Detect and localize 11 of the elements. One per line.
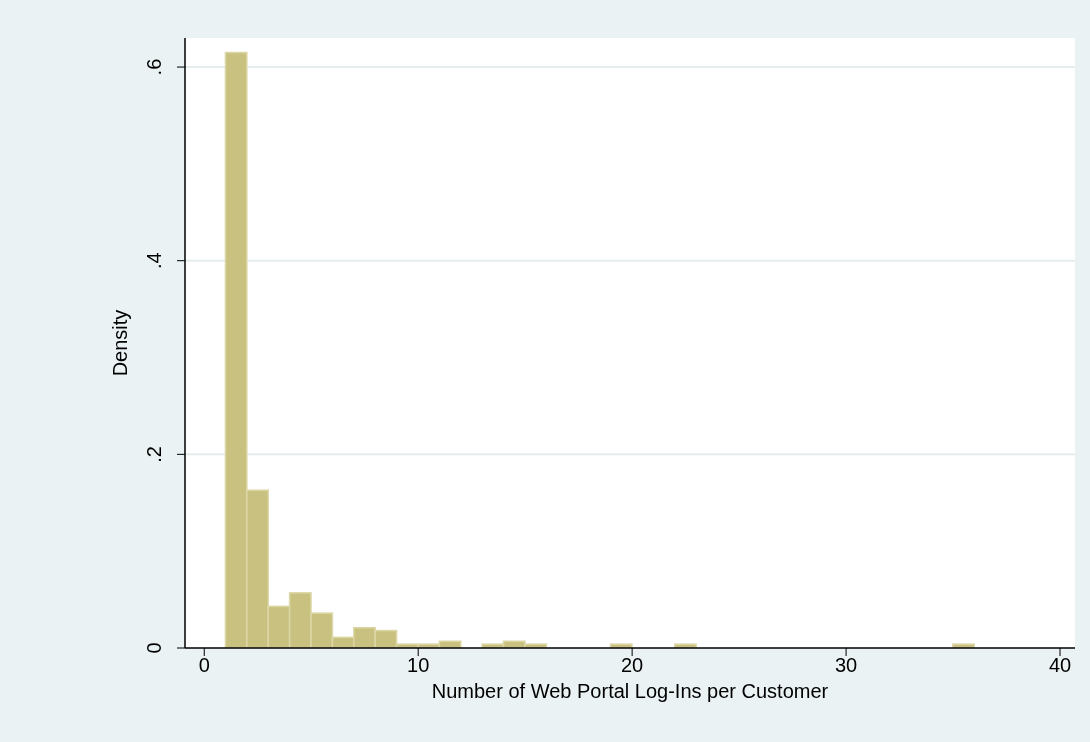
x-axis-title: Number of Web Portal Log-Ins per Customer: [431, 680, 829, 702]
y-tick-label: 0: [143, 642, 165, 654]
x-tick-label: 0: [198, 654, 210, 677]
y-tick-label: .4: [143, 252, 165, 270]
x-tick-label: 40: [1048, 654, 1072, 677]
y-tick-label: .6: [143, 58, 165, 76]
y-tick-label: .2: [143, 446, 165, 463]
x-tick-label: 30: [834, 654, 858, 677]
y-axis-title: Density: [109, 309, 131, 377]
x-tick-label: 10: [407, 654, 430, 677]
x-tick-label: 20: [621, 654, 644, 677]
